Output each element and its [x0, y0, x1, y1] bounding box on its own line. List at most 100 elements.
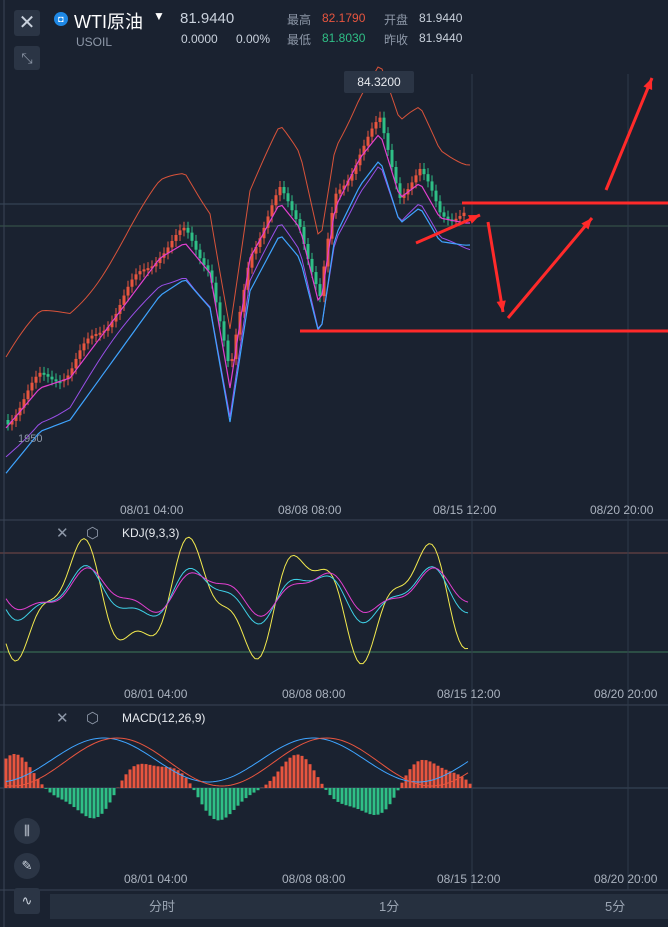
macd-bar — [368, 788, 372, 815]
candle-body — [354, 165, 358, 174]
y-axis-label: 1950 — [18, 433, 43, 445]
arrow-annotation — [604, 77, 654, 191]
candle-body — [314, 272, 318, 285]
kdj-k-line — [5, 565, 469, 625]
close-indicator-icon[interactable]: ✕ — [56, 525, 69, 542]
low-value: 81.8030 — [322, 31, 366, 45]
candle-body — [418, 168, 422, 176]
candle-body — [266, 216, 270, 228]
macd-bar — [456, 774, 460, 788]
x-axis-label: 08/15 12:00 — [433, 503, 497, 517]
macd-bar — [204, 788, 208, 811]
macd-bar — [444, 769, 448, 788]
chevron-down-icon[interactable]: ▼ — [153, 9, 165, 23]
candle-body — [186, 227, 190, 233]
symbol-title[interactable]: WTI原油 — [74, 12, 143, 32]
candle-body — [430, 181, 434, 191]
candle-body — [190, 232, 194, 241]
candle-body — [366, 136, 370, 146]
macd-bar — [364, 788, 368, 813]
macd-bar — [28, 767, 32, 788]
price-change-pct: 0.00% — [236, 32, 271, 46]
candle-body — [30, 382, 34, 391]
kdj-d-line — [5, 567, 469, 617]
macd-bar — [72, 788, 76, 808]
candle-body — [206, 265, 210, 271]
pencil-icon[interactable]: ✎ — [14, 853, 40, 879]
candle-body — [178, 230, 182, 235]
tab-5min[interactable]: 5分 — [605, 899, 626, 914]
candle-body — [166, 247, 170, 254]
indicator-icon[interactable]: ∿ — [14, 888, 40, 914]
candlestick-icon[interactable]: ⫼ — [14, 818, 40, 844]
macd-bar — [48, 788, 52, 793]
candle-body — [362, 145, 366, 155]
macd-bar — [380, 788, 384, 813]
candle-body — [306, 243, 310, 259]
close-icon[interactable]: ✕ — [14, 10, 40, 36]
macd-bar — [372, 788, 376, 815]
macd-bar — [352, 788, 356, 808]
macd-bar — [308, 764, 312, 788]
collapse-arrows-icon[interactable]: ⤡ — [14, 46, 40, 70]
candle-body — [446, 216, 450, 220]
candle-body — [270, 205, 274, 217]
macd-bar — [148, 764, 152, 788]
candle-body — [22, 399, 26, 408]
candle-body — [442, 212, 446, 217]
macd-bar — [256, 788, 260, 791]
macd-bar — [52, 788, 56, 796]
open-label: 开盘 — [384, 13, 409, 27]
macd-bar — [440, 767, 444, 788]
macd-bar — [216, 788, 220, 821]
tab-1min[interactable]: 1分 — [379, 899, 400, 914]
close-indicator-icon[interactable]: ✕ — [56, 710, 69, 727]
boll-mid-line — [5, 134, 470, 429]
macd-bar — [20, 757, 24, 788]
macd-bar — [292, 755, 296, 788]
macd-bar — [192, 788, 196, 791]
macd-bar — [172, 768, 176, 788]
kdj-j-line — [5, 536, 469, 665]
tab-time-share[interactable]: 分时 — [149, 899, 176, 914]
candle-body — [146, 268, 150, 271]
macd-bar — [60, 788, 64, 800]
settings-gear-icon[interactable]: ⬡ — [86, 525, 100, 542]
macd-bar — [108, 788, 112, 803]
candle-body — [106, 327, 110, 331]
candle-body — [454, 218, 458, 221]
macd-bar — [276, 771, 280, 788]
macd-bar — [320, 783, 324, 788]
macd-bar — [40, 784, 44, 788]
settings-gear-icon[interactable]: ⬡ — [86, 710, 100, 727]
macd-bar — [36, 778, 40, 788]
macd-bar — [212, 788, 216, 820]
macd-bar — [176, 770, 180, 788]
candle-body — [214, 282, 218, 303]
candle-body — [342, 185, 346, 190]
macd-bar — [76, 788, 80, 811]
candle-body — [378, 117, 382, 123]
candle-body — [382, 117, 386, 134]
candle-body — [198, 249, 202, 259]
candle-body — [26, 390, 30, 400]
candle-body — [150, 266, 154, 269]
candle-body — [90, 335, 94, 339]
x-axis-label: 08/08 08:00 — [282, 687, 346, 701]
candle-body — [394, 166, 398, 184]
macd-bar — [156, 766, 160, 788]
candle-body — [278, 187, 282, 196]
macd-bar — [408, 769, 412, 788]
macd-bar — [428, 761, 432, 788]
macd-bar — [344, 788, 348, 806]
macd-bar — [436, 765, 440, 788]
candle-body — [174, 234, 178, 241]
macd-bar — [304, 759, 308, 788]
arrow-annotation — [506, 217, 594, 319]
macd-bar — [272, 776, 276, 788]
boll-upper-line — [5, 66, 471, 358]
macd-bar — [136, 764, 140, 788]
macd-bar — [248, 788, 252, 796]
macd-bar — [460, 776, 464, 788]
